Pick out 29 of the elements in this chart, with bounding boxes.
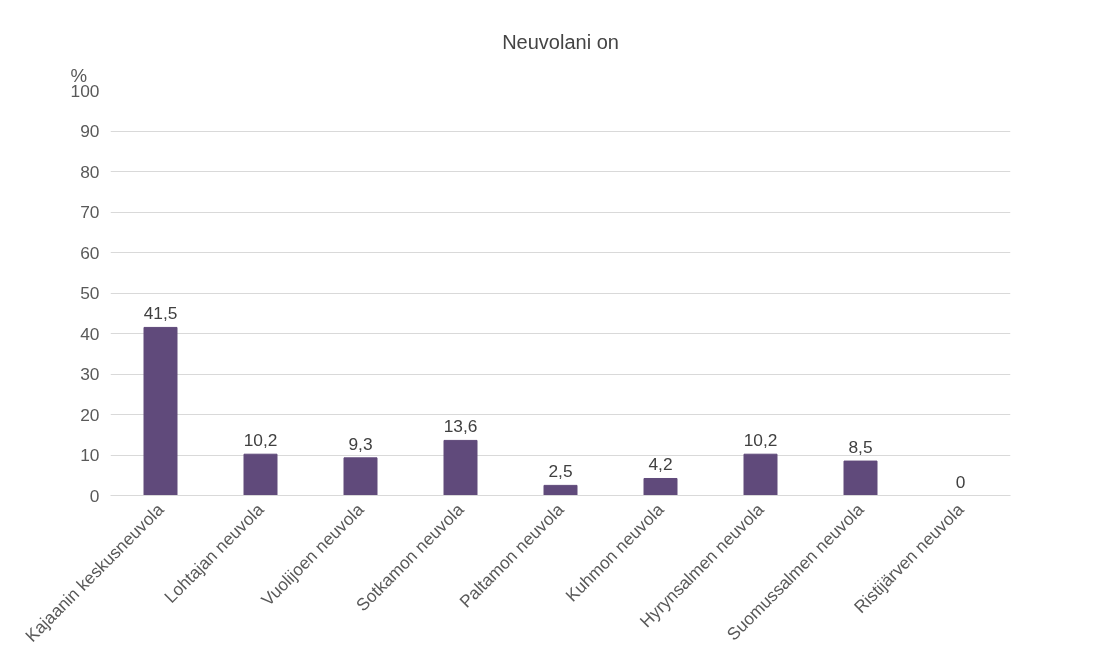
y-tick-label: 0 (89, 485, 100, 506)
data-label: 13,6 (443, 416, 478, 437)
data-label: 4,2 (648, 454, 673, 475)
y-tick-label: 10 (80, 445, 100, 465)
y-tick-label: 40 (80, 323, 100, 344)
data-label: 8,5 (848, 437, 873, 458)
data-label: 0 (955, 471, 966, 492)
bar (743, 453, 778, 496)
data-label: 10,2 (743, 430, 778, 451)
bar (543, 484, 578, 496)
data-label: 41,5 (143, 303, 178, 324)
bar (343, 457, 378, 496)
bar (443, 439, 478, 496)
data-label: 2,5 (548, 461, 573, 482)
y-tick-label: 60 (80, 242, 100, 263)
data-label: 9,3 (348, 433, 373, 454)
bar (643, 477, 678, 496)
y-tick-label: 70 (80, 202, 100, 222)
y-tick-label: 80 (80, 161, 100, 182)
data-label: 10,2 (243, 430, 278, 451)
chart-title: Neuvolani on (502, 30, 619, 53)
y-tick-label: 30 (80, 364, 100, 384)
y-tick-label: 50 (80, 283, 100, 303)
bar (143, 326, 178, 496)
bar (243, 453, 278, 496)
bar (843, 460, 878, 496)
y-tick-label: 90 (80, 121, 100, 141)
y-axis-title: % (70, 64, 88, 86)
y-tick-label: 20 (80, 404, 100, 425)
